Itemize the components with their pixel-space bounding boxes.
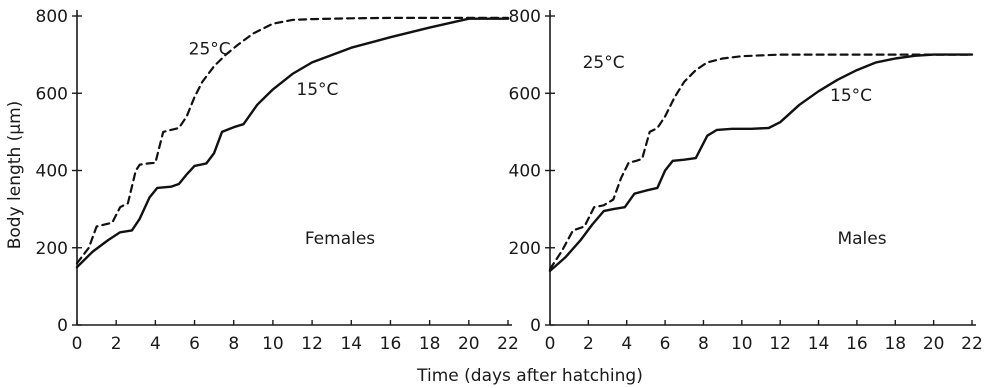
x-tick-label: 22 [961, 334, 983, 354]
x-tick-label: 6 [189, 334, 200, 354]
panel-females: 0 200 400 600 800 0 2 4 6 8 10 12 14 16 18 20 22 25°C 15°C… [36, 7, 519, 354]
series-line-15c [548, 53, 974, 273]
series-annotation: 15°C [830, 86, 872, 106]
y-tick-label: 400 [36, 162, 68, 182]
y-tick-label: 400 [509, 162, 541, 182]
panel-males: 0 200 400 600 800 0 2 4 6 8 10 12 14 16 18 20 22 25°C 15°C… [509, 7, 983, 354]
y-tick-label: 200 [509, 239, 541, 259]
series-line-15c [75, 17, 510, 269]
x-axis-label: Time (days after hatching) [416, 366, 643, 386]
x-tick-label: 2 [583, 334, 594, 354]
x-tick-label: 22 [497, 334, 519, 354]
y-tick-label: 600 [509, 84, 541, 104]
x-tick-label: 6 [660, 334, 671, 354]
x-tick-label: 20 [458, 334, 480, 354]
x-tick-label: 10 [262, 334, 284, 354]
x-tick-label: 16 [380, 334, 402, 354]
x-tick-label: 0 [72, 334, 83, 354]
series-line-25c [548, 53, 974, 271]
x-tick-label: 14 [340, 334, 362, 354]
x-tick-label: 18 [884, 334, 906, 354]
x-tick-label: 12 [301, 334, 323, 354]
series-annotation: 25°C [189, 40, 231, 60]
x-tick-label: 4 [150, 334, 161, 354]
x-tick-label: 8 [698, 334, 709, 354]
x-tick-label: 20 [923, 334, 945, 354]
y-tick-label: 800 [509, 7, 541, 27]
panel-label: Males [837, 229, 886, 249]
x-tick-label: 12 [769, 334, 791, 354]
panel-label: Females [305, 229, 375, 249]
x-tick-label: 18 [419, 334, 441, 354]
x-tick-label: 14 [808, 334, 830, 354]
x-tick-label: 2 [111, 334, 122, 354]
series-annotation: 15°C [296, 80, 338, 100]
y-tick-label: 0 [57, 316, 68, 336]
y-tick-label: 200 [36, 239, 68, 259]
x-tick-label: 8 [228, 334, 239, 354]
x-tick-label: 16 [846, 334, 868, 354]
series-line-25c [75, 16, 510, 265]
x-tick-label: 4 [621, 334, 632, 354]
y-tick-label: 0 [530, 316, 541, 336]
x-tick-label: 10 [731, 334, 753, 354]
x-tick-label: 0 [545, 334, 556, 354]
y-tick-label: 800 [36, 7, 68, 27]
y-tick-label: 600 [36, 84, 68, 104]
y-axis-label: Body length (μm) [5, 101, 25, 250]
series-annotation: 25°C [583, 53, 625, 73]
